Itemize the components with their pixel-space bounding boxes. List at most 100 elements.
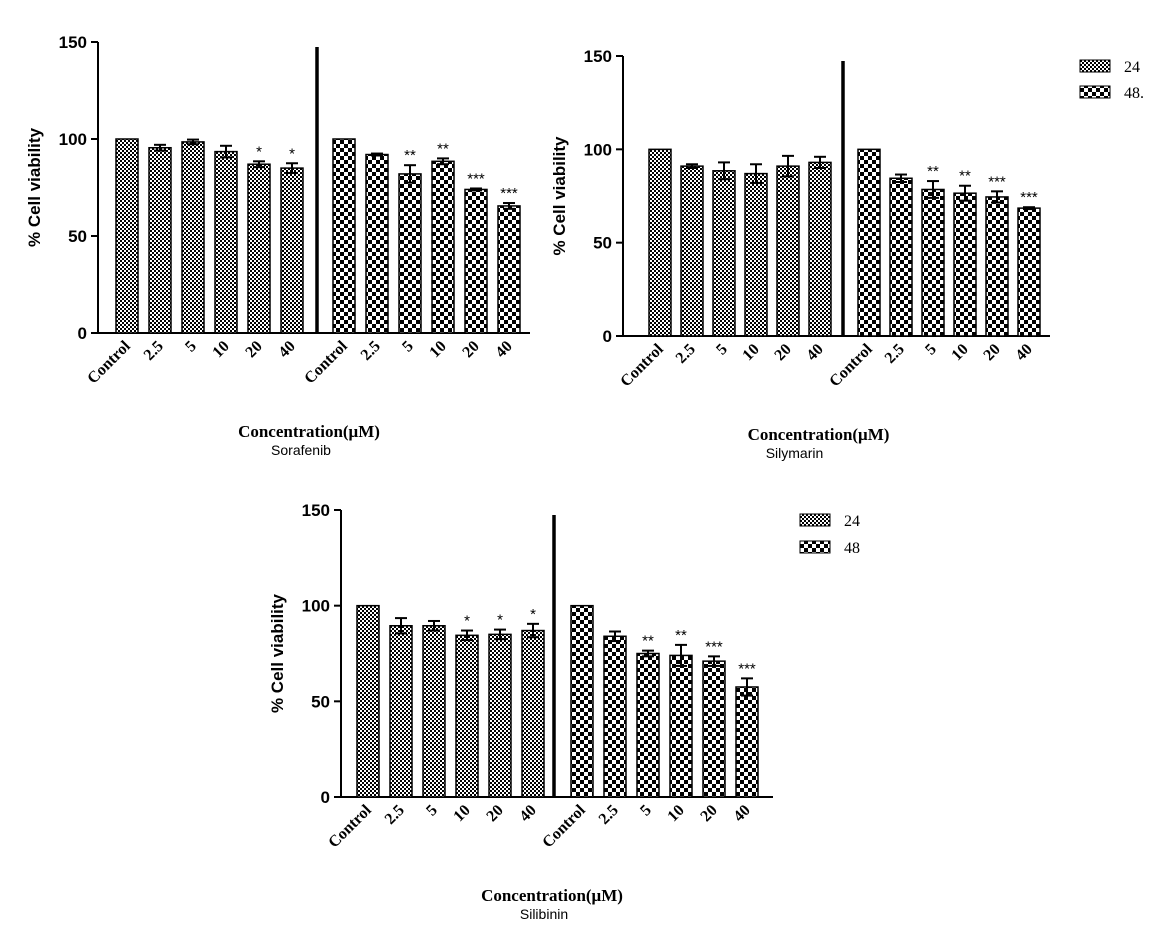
bar-48h-Control	[570, 604, 594, 798]
bar-24h-20	[488, 633, 512, 798]
bar-48h-40	[497, 205, 521, 334]
x-tick-label: 10	[450, 802, 473, 825]
bar-48h-2.5	[365, 153, 389, 334]
bar-24h-2.5	[680, 165, 704, 337]
x-tick-label: 20	[980, 341, 1003, 364]
x-tick-label: 10	[664, 802, 687, 825]
bar-48h-10	[669, 654, 693, 798]
x-tick-label: 5	[922, 341, 940, 359]
bar-24h-Control	[356, 604, 380, 798]
x-tick-label: 40	[516, 802, 539, 825]
significance-label: *	[464, 613, 470, 630]
bar-24h-2.5	[389, 625, 413, 798]
significance-label: ***	[738, 660, 756, 677]
bar-24h-5	[712, 170, 736, 337]
x-tick-label: 10	[948, 341, 971, 364]
y-tick-label: 0	[321, 788, 330, 807]
x-tick-label: 2.5	[382, 802, 408, 828]
chart-panel-3: 0 50 100 150 % Cell viability Control 2.5 5 * 10 *…	[268, 501, 860, 922]
x-tick-label: 5	[182, 338, 200, 356]
legend-label: 24	[844, 513, 860, 530]
bar-48h-10	[953, 192, 977, 337]
y-tick-label: 150	[584, 47, 612, 66]
y-axis-label: % Cell viability	[550, 136, 569, 256]
y-tick-label: 100	[59, 130, 87, 149]
x-tick-label: Control	[325, 801, 375, 851]
bar-24h-10	[214, 150, 238, 334]
significance-label: ***	[467, 170, 485, 187]
x-tick-label: 5	[399, 338, 417, 356]
chart-title: Silibinin	[520, 906, 568, 922]
bar-48h-20	[464, 188, 488, 334]
x-axis-title: Concentration(μM)	[481, 886, 623, 905]
x-axis-title: Concentration(μM)	[238, 422, 380, 441]
bar-48h-40	[1017, 207, 1041, 337]
bar-48h-2.5	[603, 635, 627, 798]
bar-24h-20	[776, 165, 800, 337]
legend-label: 48.	[1124, 85, 1144, 102]
bar-48h-5	[636, 652, 660, 798]
x-tick-label: 2.5	[141, 338, 167, 364]
legend: 24 48.	[1079, 59, 1144, 102]
legend: 24 48	[799, 513, 860, 557]
x-tick-label: 20	[483, 802, 506, 825]
x-tick-label: 5	[637, 802, 655, 820]
bar-24h-2.5	[148, 146, 172, 334]
bar-48h-5	[398, 173, 422, 334]
x-tick-label: 2.5	[882, 341, 908, 367]
chart-title: Sorafenib	[271, 442, 331, 458]
x-tick-label: 40	[275, 338, 298, 361]
y-tick-label: 50	[593, 234, 612, 253]
y-axis-label: % Cell viability	[268, 593, 287, 713]
significance-label: *	[497, 612, 503, 629]
x-tick-label: 20	[771, 341, 794, 364]
bar-24h-Control	[648, 148, 672, 337]
bar-48h-10	[431, 160, 455, 334]
significance-label: ***	[1020, 189, 1038, 206]
bar-48h-20	[702, 660, 726, 798]
bar-24h-5	[181, 141, 205, 334]
y-tick-label: 150	[302, 501, 330, 520]
x-tick-label: 20	[697, 802, 720, 825]
bar-24h-40	[280, 167, 304, 334]
legend-swatch-48	[799, 540, 831, 554]
significance-label: **	[404, 147, 416, 164]
significance-label: **	[437, 140, 449, 157]
bar-48h-Control	[332, 138, 356, 334]
x-axis-title: Concentration(μM)	[748, 425, 890, 444]
bar-48h-Control	[857, 148, 881, 337]
bar-48h-20	[985, 196, 1009, 337]
x-tick-label: Control	[301, 337, 351, 387]
x-tick-label: 5	[713, 341, 731, 359]
legend-swatch-48	[1079, 85, 1111, 99]
legend-label: 48	[844, 540, 860, 557]
significance-label: **	[642, 633, 654, 650]
significance-label: ***	[988, 173, 1006, 190]
x-tick-label: 2.5	[673, 341, 699, 367]
chart-panel-1: 0 50 100 150 % Cell viability Control 2.5 5 10 * 2…	[25, 33, 530, 458]
legend-swatch-24	[799, 513, 831, 527]
bar-24h-20	[247, 163, 271, 334]
significance-label: ***	[705, 638, 723, 655]
significance-label: **	[927, 163, 939, 180]
legend-label: 24	[1124, 59, 1140, 76]
y-tick-label: 50	[311, 692, 330, 711]
y-tick-label: 100	[584, 140, 612, 159]
significance-label: ***	[500, 185, 518, 202]
x-tick-label: 10	[739, 341, 762, 364]
bar-24h-10	[455, 634, 479, 798]
x-tick-label: Control	[826, 340, 876, 390]
x-tick-label: 5	[423, 802, 441, 820]
bar-48h-2.5	[889, 177, 913, 337]
x-tick-label: Control	[617, 340, 667, 390]
y-axis-label: % Cell viability	[25, 127, 44, 247]
x-tick-label: 20	[242, 338, 265, 361]
bar-48h-40	[735, 686, 759, 798]
significance-label: **	[675, 627, 687, 644]
x-tick-label: 40	[803, 341, 826, 364]
bar-24h-10	[744, 172, 768, 337]
significance-label: *	[530, 606, 536, 623]
legend-swatch-24	[1079, 59, 1111, 73]
